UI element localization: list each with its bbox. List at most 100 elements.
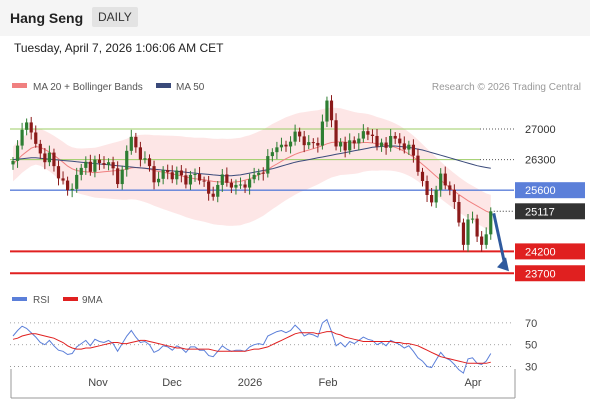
candle-body: [288, 141, 293, 147]
candle-body: [20, 129, 24, 146]
candles-group: [11, 95, 493, 252]
candle-body: [279, 144, 284, 148]
candle-body: [61, 178, 65, 181]
candle-body: [43, 153, 47, 163]
timestamp: Tuesday, April 7, 2026 1:06:06 AM CET: [14, 41, 224, 55]
candle-body: [470, 218, 475, 220]
candle-body: [207, 181, 211, 194]
candle-body: [243, 184, 247, 188]
candle-body: [111, 162, 115, 169]
candle-body: [11, 160, 15, 165]
candle-body: [179, 170, 183, 176]
candle-body: [484, 234, 488, 245]
candle-body: [106, 162, 111, 165]
rsi-tick-50: 50: [525, 340, 537, 352]
candle-body: [261, 172, 265, 174]
rsi-tick-30: 30: [525, 362, 537, 374]
candle-body: [102, 163, 106, 165]
candle-body: [175, 170, 179, 180]
candle-body: [448, 185, 452, 190]
candle-body: [138, 147, 142, 160]
candle-body: [129, 136, 133, 151]
forecast-arrow-head: [497, 257, 509, 272]
candle-body: [66, 180, 70, 191]
level-tag-24200: [515, 243, 585, 260]
candle-body: [52, 152, 56, 167]
candle-body: [202, 180, 206, 182]
candle-body: [443, 173, 447, 186]
candle-body: [411, 144, 415, 156]
ma50-line: [12, 145, 491, 177]
candle-body: [38, 143, 42, 154]
x-tick-label-Dec: Dec: [162, 377, 182, 389]
candle-body: [389, 135, 393, 148]
candle-body: [329, 100, 334, 121]
chart-credit: Research © 2026 Trading Central: [432, 82, 581, 93]
level-label-25117: 25117: [525, 206, 555, 218]
candle-body: [348, 140, 352, 151]
candle-body: [116, 168, 120, 185]
candle-body: [339, 142, 343, 147]
candle-body: [84, 161, 88, 168]
candle-body: [275, 147, 279, 153]
level-label-23700: 23700: [525, 268, 556, 280]
candle-body: [284, 144, 288, 147]
candle-body: [97, 159, 102, 164]
candle-body: [334, 120, 338, 147]
candle-body: [47, 152, 51, 163]
candle-body: [170, 172, 174, 180]
candle-body: [416, 155, 420, 172]
candle-body: [188, 174, 193, 185]
candle-body: [120, 169, 124, 185]
candle-body: [343, 142, 347, 151]
candle-body: [184, 175, 188, 185]
candle-body: [197, 174, 202, 181]
candle-body: [25, 122, 29, 130]
candle-body: [302, 136, 306, 146]
candle-body: [420, 171, 425, 182]
level-label-24200: 24200: [525, 246, 556, 258]
candle-body: [320, 121, 324, 146]
candle-body: [475, 218, 479, 237]
candle-body: [34, 132, 38, 144]
level-tag-25600: [515, 182, 585, 199]
candle-body: [157, 178, 161, 183]
ma50-legend-label: MA 50: [176, 82, 205, 93]
candle-body: [370, 134, 375, 136]
candle-body: [234, 184, 238, 188]
candle-body: [257, 172, 261, 175]
chart-header: Hang Seng DAILY: [0, 0, 590, 36]
candle-body: [229, 182, 233, 188]
candle-body: [29, 122, 33, 133]
x-tick-label-Apr: Apr: [464, 377, 481, 389]
candle-body: [402, 143, 406, 150]
candle-body: [15, 145, 20, 161]
candle-body: [75, 174, 79, 189]
candle-body: [152, 166, 156, 183]
candle-body: [134, 136, 138, 148]
timeframe-button[interactable]: DAILY: [92, 7, 138, 27]
candle-body: [238, 184, 243, 186]
rsi-ma-line: [12, 331, 491, 364]
ma20-line: [12, 141, 491, 214]
candle-body: [56, 166, 61, 179]
level-label-25600: 25600: [525, 185, 556, 197]
candle-body: [293, 131, 297, 142]
candle-body: [434, 189, 438, 203]
candle-body: [384, 142, 388, 148]
candle-body: [361, 131, 365, 139]
candle-body: [366, 131, 370, 135]
candle-body: [88, 161, 92, 172]
rsi-tick-70: 70: [525, 318, 537, 330]
candle-body: [457, 201, 461, 223]
candle-body: [298, 131, 302, 137]
candle-body: [430, 194, 434, 203]
candle-body: [452, 189, 456, 202]
candle-body: [316, 142, 320, 146]
x-tick-label-2026: 2026: [238, 377, 262, 389]
x-tick-label-Feb: Feb: [319, 377, 338, 389]
candle-body: [466, 219, 470, 245]
candle-body: [70, 188, 74, 191]
bollinger-legend-label: MA 20 + Bollinger Bands: [33, 82, 143, 93]
